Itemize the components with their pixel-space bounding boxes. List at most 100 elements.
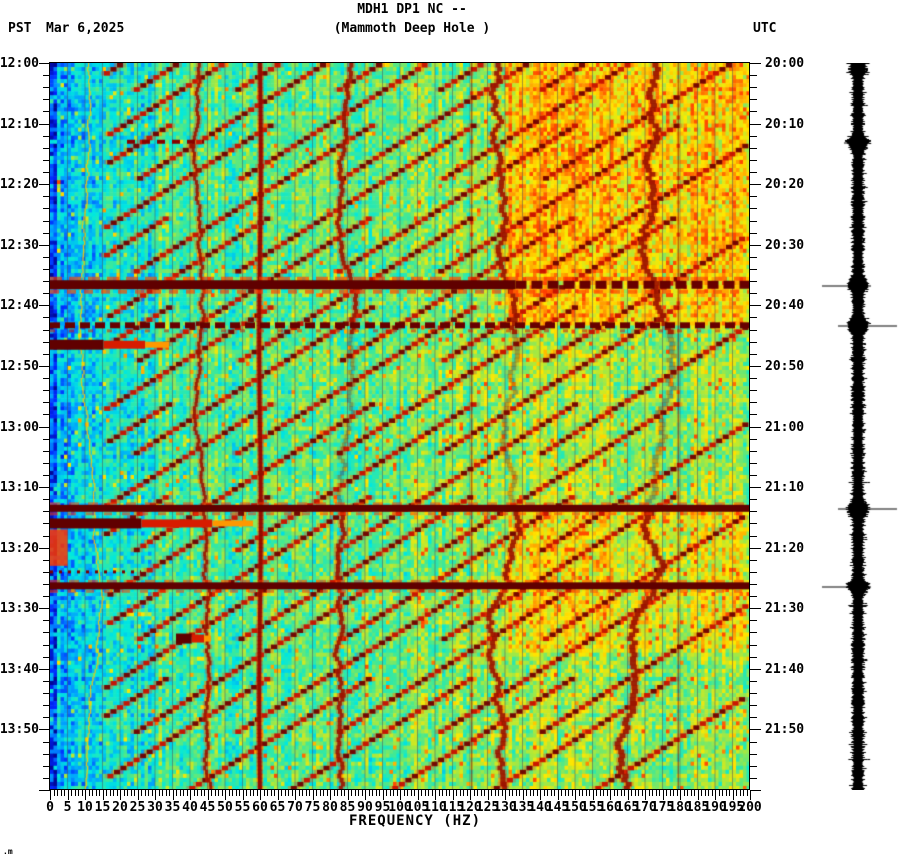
time-tick-right [750,341,757,343]
time-label-left: 13:00 [0,419,39,435]
freq-tick [456,790,457,796]
time-tick-left [43,596,50,598]
time-tick-left [43,523,50,525]
time-tick-right [750,353,757,355]
freq-tick [400,790,401,800]
freq-tick-label: 90 [357,800,373,815]
freq-tick [393,790,394,796]
freq-tick [172,790,174,800]
time-tick-left [43,353,50,355]
freq-tick [305,790,307,796]
freq-tick [263,790,265,796]
freq-tick-label: 85 [339,800,356,815]
freq-tick [326,790,328,796]
time-tick-left [43,208,50,210]
freq-tick [218,790,219,796]
freq-tick [498,790,499,796]
time-tick-left [39,547,50,549]
time-tick-left [43,147,50,149]
freq-tick [414,790,415,796]
freq-tick [120,790,121,800]
freq-tick [519,790,520,796]
freq-tick [148,790,149,796]
time-tick-right [750,680,757,682]
freq-tick [127,790,128,796]
freq-tick [144,790,146,796]
freq-tick [578,790,580,796]
freq-tick [340,790,342,796]
freq-tick [599,790,601,796]
freq-tick [536,790,538,796]
time-tick-right [750,608,761,610]
freq-tick-label: 110 [423,800,447,815]
freq-tick [683,790,685,796]
time-tick-left [39,729,50,731]
freq-tick [711,790,713,796]
corner-mark: .m [3,847,13,856]
freq-tick [571,790,573,796]
freq-tick-label: 10 [77,800,93,815]
time-label-right: 20:30 [765,237,805,253]
freq-tick [333,790,335,796]
freq-tick [589,790,590,796]
freq-tick [687,790,688,796]
freq-tick [662,790,664,800]
freq-tick [641,790,643,796]
freq-tick [347,790,349,800]
freq-tick-label: 190 [703,800,727,815]
time-tick-left [39,365,50,367]
time-tick-right [750,777,757,779]
freq-tick [60,790,62,796]
time-tick-left [43,293,50,295]
freq-tick [438,790,440,796]
freq-tick [512,790,513,796]
time-label-left: 12:50 [0,358,39,374]
freq-tick-label: 130 [493,800,517,815]
freq-tick [228,790,230,796]
time-tick-left [39,123,50,125]
time-tick-right [750,75,757,77]
time-tick-right [750,365,761,367]
freq-tick [277,790,279,800]
freq-tick [235,790,237,796]
freq-tick-label: 185 [685,800,710,815]
freq-tick [694,790,695,796]
freq-tick [88,790,90,796]
time-label-right: 20:10 [765,116,805,132]
freq-tick [470,790,471,800]
freq-tick [659,790,660,796]
freq-tick [267,790,268,796]
freq-tick [155,790,156,800]
freq-tick [540,790,541,800]
time-tick-right [750,256,757,258]
freq-tick [603,790,604,796]
time-tick-right [750,184,761,186]
page-subtitle: (Mammoth Deep Hole ) [333,21,491,36]
freq-tick [249,790,251,796]
freq-tick [582,790,583,796]
time-tick-left [39,608,50,610]
freq-tick [344,790,345,796]
freq-tick-label: 40 [182,800,198,815]
time-tick-left [39,184,50,186]
freq-tick [715,790,716,800]
freq-tick [508,790,510,796]
time-label-left: 13:10 [0,480,39,496]
freq-tick [610,790,611,800]
freq-tick [487,790,489,800]
freq-tick [634,790,636,796]
freq-tick [256,790,258,796]
time-tick-left [43,777,50,779]
freq-tick [67,790,69,800]
freq-tick [165,790,167,796]
time-tick-left [43,87,50,89]
freq-tick [424,790,426,796]
time-label-left: 12:00 [0,56,39,71]
time-tick-right [750,63,761,64]
time-tick-right [750,329,757,331]
freq-tick [648,790,650,796]
freq-tick [71,790,72,796]
freq-tick [613,790,615,796]
freq-tick [221,790,223,796]
time-tick-left [43,329,50,331]
